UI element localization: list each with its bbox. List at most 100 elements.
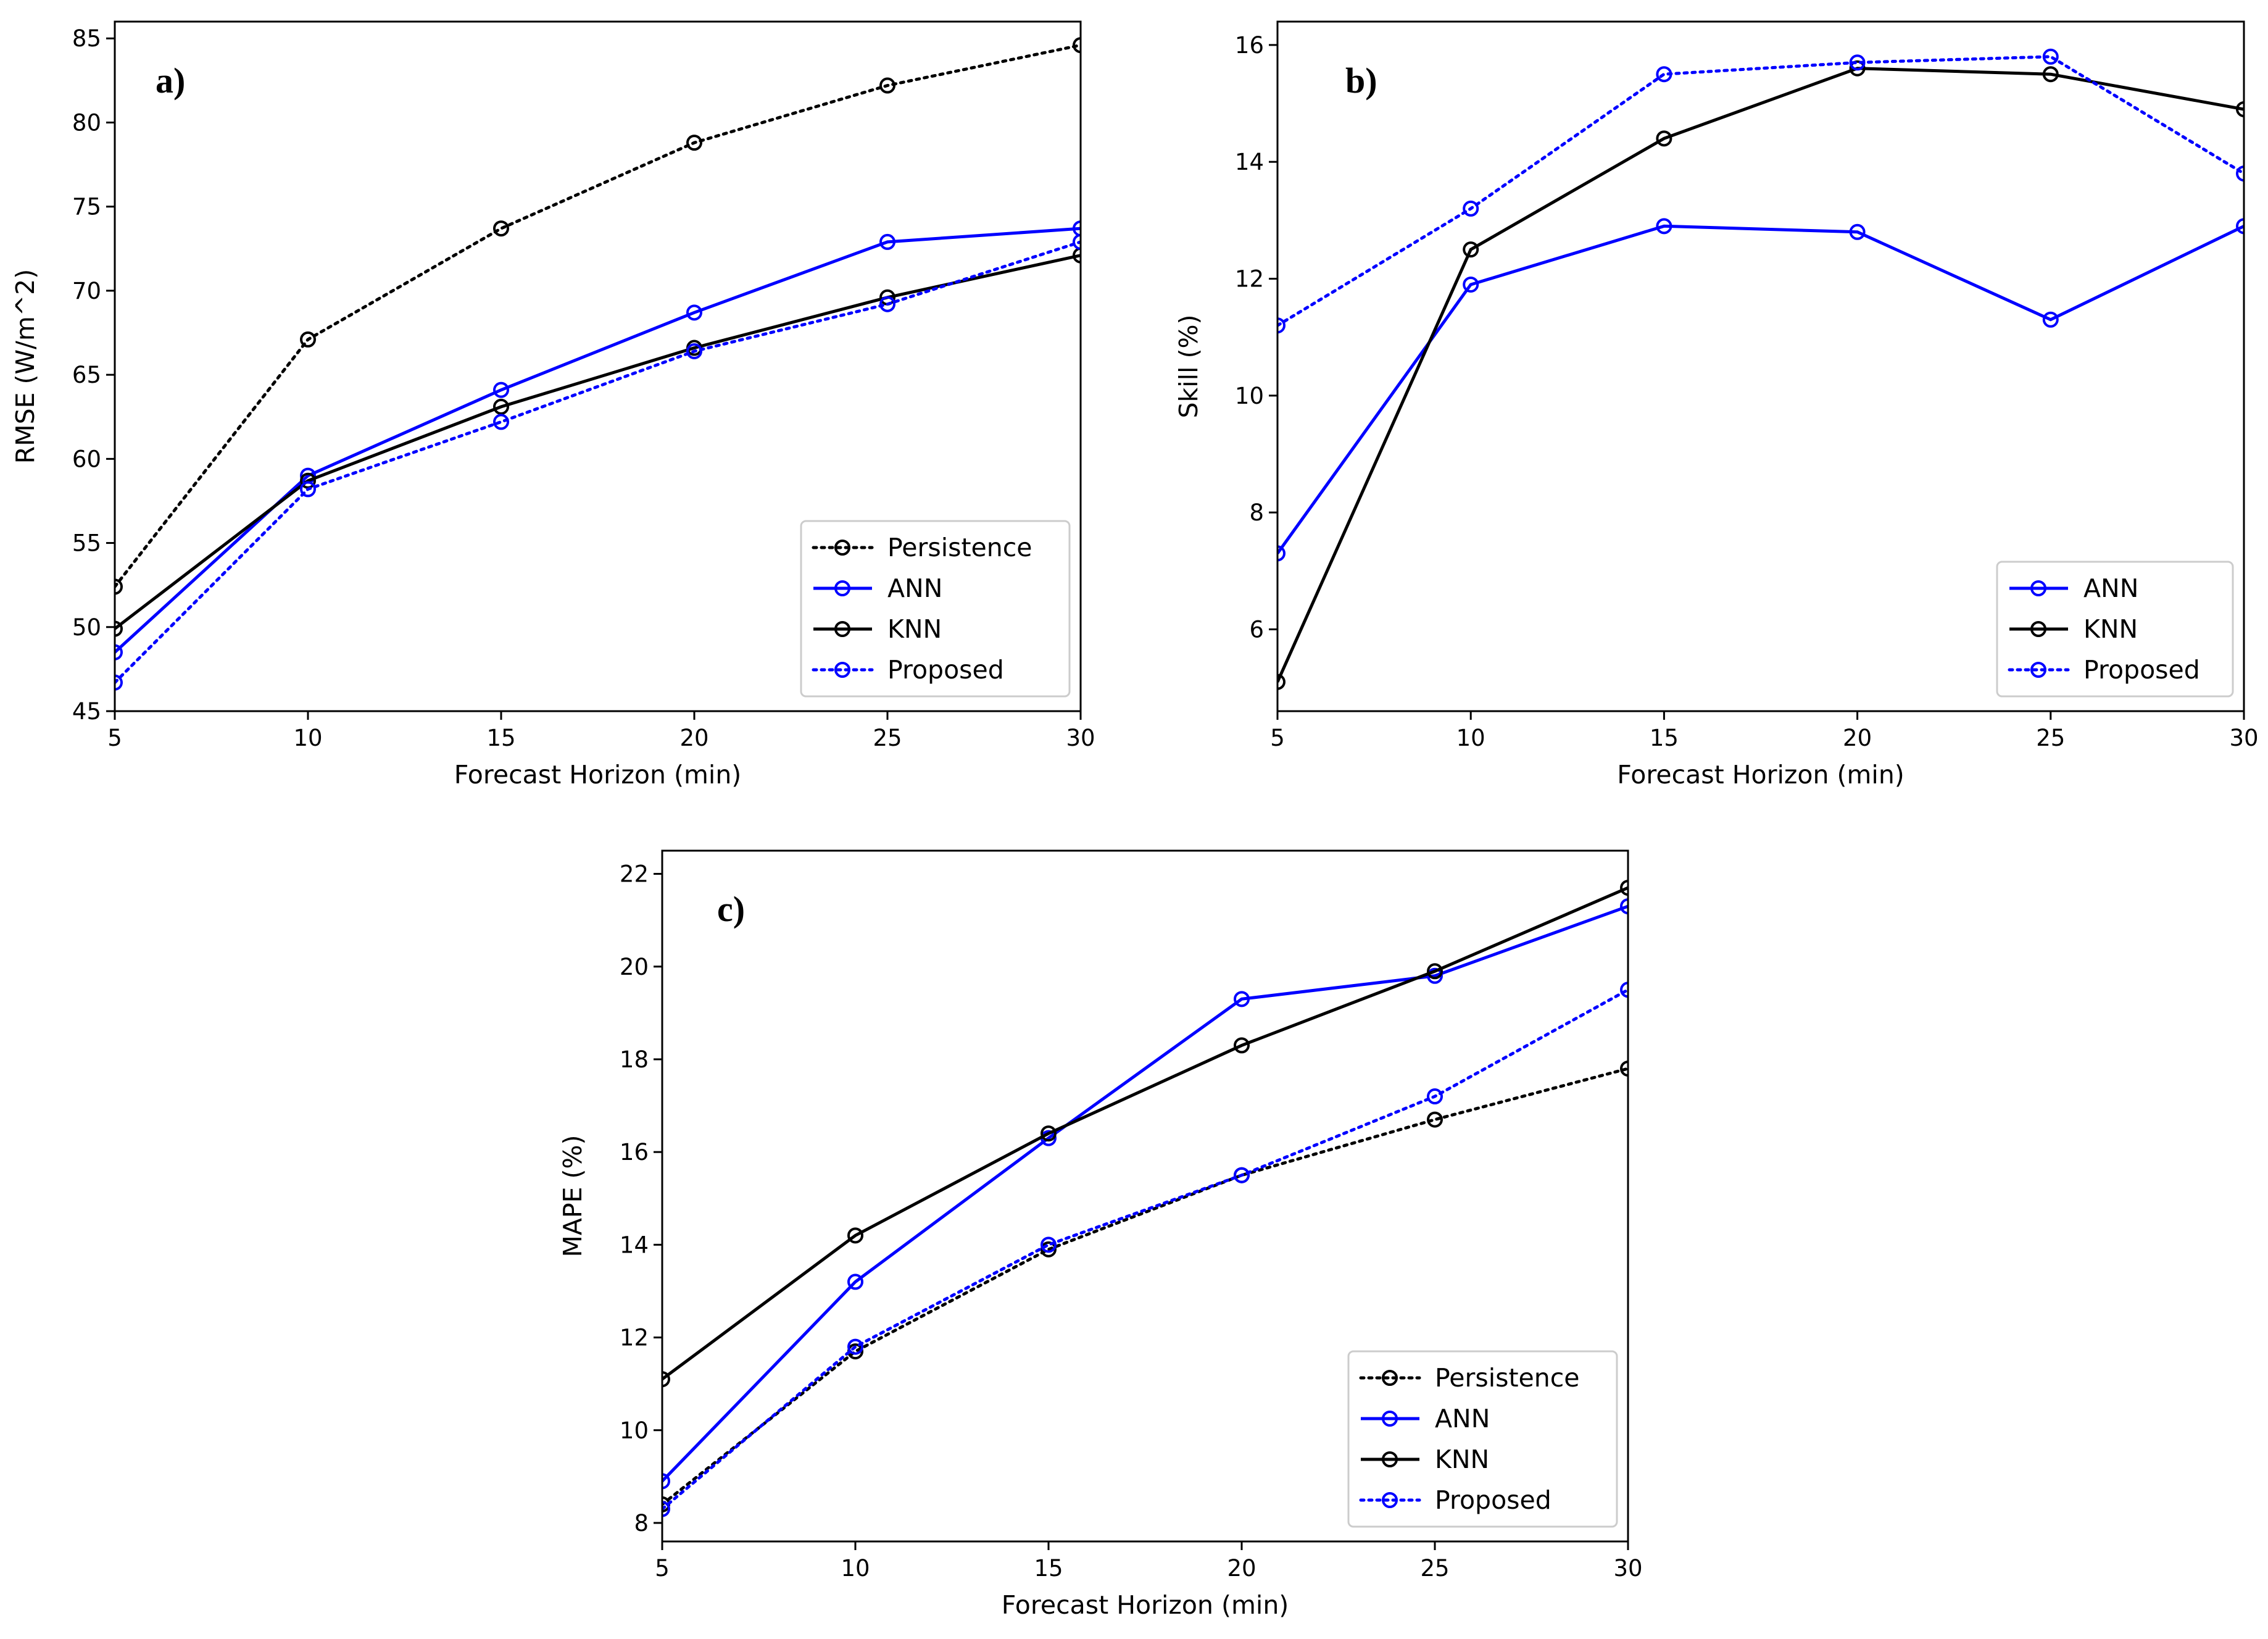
data-point-ann xyxy=(493,382,509,398)
data-point-ann xyxy=(1463,276,1479,293)
data-point-knn xyxy=(662,1371,670,1388)
data-point-knn xyxy=(1849,60,1866,77)
data-point-persistence xyxy=(1073,37,1081,54)
x-tick-label: 10 xyxy=(293,725,322,751)
panel-letter: a) xyxy=(156,60,185,101)
legend-marker-persistence xyxy=(834,540,850,556)
y-tick-label: 45 xyxy=(72,698,101,725)
panel-letter: b) xyxy=(1345,60,1377,101)
legend-label: ANN xyxy=(2083,573,2138,603)
legend-marker-knn xyxy=(1382,1451,1398,1467)
data-point-knn xyxy=(2236,101,2244,117)
legend-marker-knn xyxy=(2030,621,2046,637)
series-proposed xyxy=(662,982,1628,1517)
data-point-proposed xyxy=(2236,165,2244,182)
series-line-persistence xyxy=(662,1067,1628,1506)
series-line-knn xyxy=(1277,67,2244,683)
x-tick-label: 30 xyxy=(1613,1555,1642,1582)
x-tick-label: 15 xyxy=(1650,725,1679,751)
data-point-knn xyxy=(1620,880,1628,896)
y-tick-label: 18 xyxy=(620,1046,649,1073)
data-point-persistence xyxy=(300,331,316,348)
series-proposed xyxy=(115,233,1081,691)
y-tick-label: 20 xyxy=(620,954,649,980)
series-ann xyxy=(1277,218,2244,562)
y-tick-label: 80 xyxy=(72,109,101,136)
data-point-proposed xyxy=(1620,982,1628,998)
data-point-persistence xyxy=(1620,1060,1628,1077)
legend-label: Proposed xyxy=(887,655,1004,685)
x-axis-label: Forecast Horizon (min) xyxy=(454,760,742,790)
data-point-knn xyxy=(1463,241,1479,258)
data-point-proposed xyxy=(1234,1167,1250,1183)
y-axis-label: Skill (%) xyxy=(1174,315,1203,419)
y-tick-label: 12 xyxy=(1235,266,1264,293)
y-tick-label: 12 xyxy=(620,1325,649,1351)
y-tick-label: 14 xyxy=(620,1232,649,1258)
legend-marker-proposed xyxy=(2030,662,2046,678)
data-point-ann xyxy=(1277,545,1286,562)
legend: ANN KNN Proposed xyxy=(1996,561,2234,698)
y-tick-label: 65 xyxy=(72,362,101,388)
data-point-ann xyxy=(847,1274,863,1290)
data-point-persistence xyxy=(879,77,895,94)
data-point-proposed xyxy=(300,481,316,498)
series-line-knn xyxy=(662,886,1628,1381)
series-knn xyxy=(662,880,1628,1388)
x-tick-label: 20 xyxy=(679,725,708,751)
legend: Persistence ANN KNN Proposed xyxy=(1347,1350,1618,1528)
data-point-proposed xyxy=(686,343,702,359)
data-point-proposed xyxy=(1041,1237,1057,1253)
data-point-ann xyxy=(662,1473,670,1490)
x-tick-label: 5 xyxy=(1270,725,1285,751)
data-point-ann xyxy=(1656,218,1672,235)
x-tick-label: 30 xyxy=(1066,725,1095,751)
data-point-ann xyxy=(1849,223,1866,240)
data-point-persistence xyxy=(1427,1111,1443,1128)
y-tick-label: 6 xyxy=(1249,616,1264,643)
series-line-proposed xyxy=(1277,55,2244,327)
data-point-knn xyxy=(1041,1125,1057,1142)
legend-label: Proposed xyxy=(2083,655,2200,685)
legend-marker-proposed xyxy=(1382,1492,1398,1508)
legend-frame xyxy=(800,520,1071,698)
rmse-chart: 5 10 15 20 25 30 45 50 55 60 65 70 75 80 85 Forecast Ho… xyxy=(10,20,1095,790)
y-tick-label: 16 xyxy=(1235,32,1264,59)
data-point-proposed xyxy=(1073,233,1081,250)
data-point-proposed xyxy=(1656,66,1672,83)
legend-label: Persistence xyxy=(1435,1363,1580,1393)
y-tick-label: 70 xyxy=(72,278,101,304)
data-point-persistence xyxy=(1041,1241,1057,1257)
y-tick-label: 60 xyxy=(72,446,101,472)
data-point-ann xyxy=(1234,991,1250,1007)
x-tick-label: 25 xyxy=(2036,725,2065,751)
legend-label: KNN xyxy=(2083,614,2138,644)
x-axis-label: Forecast Horizon (min) xyxy=(1002,1590,1289,1620)
plot-frame xyxy=(661,849,1629,1543)
data-point-proposed xyxy=(115,674,123,691)
data-point-proposed xyxy=(879,296,895,312)
data-point-knn xyxy=(847,1227,863,1244)
data-point-knn xyxy=(2042,66,2059,83)
x-tick-label: 15 xyxy=(1034,1555,1063,1582)
data-point-ann xyxy=(1427,967,1443,984)
data-point-knn xyxy=(115,620,123,637)
data-point-ann xyxy=(2236,218,2244,235)
data-point-persistence xyxy=(686,135,702,151)
legend: Persistence ANN KNN Proposed xyxy=(800,520,1071,698)
plot-frame xyxy=(114,20,1082,712)
legend-frame xyxy=(1347,1350,1618,1528)
x-tick-label: 15 xyxy=(486,725,515,751)
x-tick-label: 20 xyxy=(1227,1555,1256,1582)
data-point-proposed xyxy=(1277,317,1286,334)
y-tick-label: 10 xyxy=(1235,383,1264,409)
x-tick-label: 25 xyxy=(1420,1555,1449,1582)
y-tick-label: 14 xyxy=(1235,149,1264,175)
legend-label: KNN xyxy=(1435,1445,1489,1474)
series-knn xyxy=(1277,60,2244,690)
y-tick-label: 8 xyxy=(634,1510,649,1537)
x-axis-label: Forecast Horizon (min) xyxy=(1617,760,1905,790)
data-point-proposed xyxy=(1427,1088,1443,1105)
x-tick-label: 20 xyxy=(1843,725,1872,751)
series-persistence xyxy=(115,37,1081,595)
